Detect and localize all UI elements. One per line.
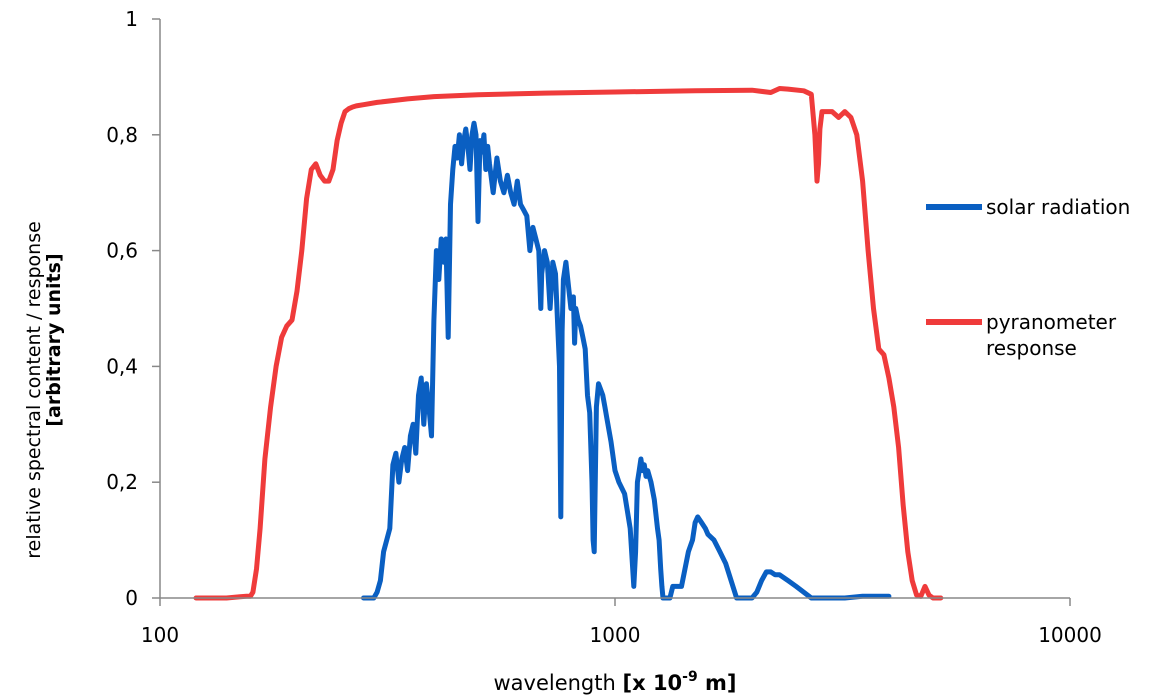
series-layer — [193, 86, 944, 601]
series-line-pyranometer-response — [193, 86, 944, 601]
y-axis-label-units: [arbitrary units] — [43, 253, 65, 426]
x-axis-label: wavelength [x 10-9 m] — [493, 669, 736, 695]
x-axis-label-unit-end: m] — [698, 671, 737, 695]
y-tick-label: 0,4 — [106, 354, 138, 378]
legend: solar radiation pyranometer response — [926, 195, 1130, 360]
legend-label-pyranometer-response: pyranometer response — [986, 310, 1122, 360]
legend-label-solar-radiation: solar radiation — [986, 195, 1130, 219]
series-line-solar-radiation — [361, 120, 892, 601]
y-tick-label: 0,6 — [106, 239, 138, 263]
y-tick-label: 0,2 — [106, 470, 138, 494]
y-axis-ticks: 0 0,2 0,4 0,6 0,8 1 — [106, 7, 160, 610]
legend-label-pyranometer-response-line2: response — [986, 336, 1077, 360]
x-tick-label: 100 — [141, 623, 179, 647]
x-axis-ticks: 100 1000 10000 — [141, 598, 1102, 647]
x-tick-label: 10000 — [1038, 623, 1102, 647]
x-axis-label-plain: wavelength — [493, 671, 622, 695]
plot-area — [193, 86, 944, 601]
y-tick-label: 0,8 — [106, 123, 138, 147]
y-tick-label: 1 — [125, 7, 138, 31]
x-axis-label-unit: [x 10 — [622, 671, 682, 695]
x-tick-label: 1000 — [590, 623, 641, 647]
x-axis-label-exponent: -9 — [682, 669, 698, 685]
legend-label-pyranometer-response-line1: pyranometer — [986, 310, 1117, 334]
y-axis-label: relative spectral content / response — [23, 221, 45, 559]
y-tick-label: 0 — [125, 586, 138, 610]
